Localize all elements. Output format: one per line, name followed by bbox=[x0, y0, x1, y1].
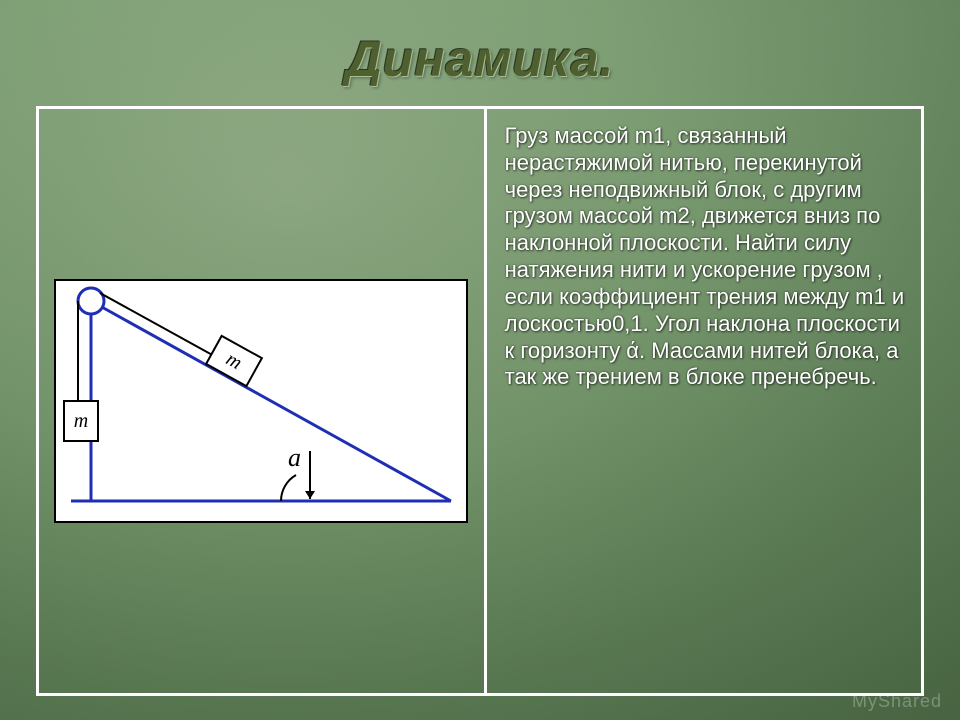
svg-text:m: m bbox=[74, 410, 88, 432]
slide-title: Динамика. bbox=[36, 30, 924, 88]
text-cell: Груз массой m1, связанный нерастяжимой н… bbox=[487, 109, 921, 693]
watermark: MyShared bbox=[852, 691, 942, 712]
content-frame: mma Груз массой m1, связанный нерастяжим… bbox=[36, 106, 924, 696]
problem-text: Груз массой m1, связанный нерастяжимой н… bbox=[505, 123, 909, 391]
diagram-cell: mma bbox=[39, 109, 487, 693]
svg-text:a: a bbox=[288, 443, 301, 472]
physics-diagram: mma bbox=[54, 279, 468, 523]
slide: Динамика. mma Груз массой m1, связанный … bbox=[0, 0, 960, 720]
diagram-svg: mma bbox=[56, 281, 466, 521]
